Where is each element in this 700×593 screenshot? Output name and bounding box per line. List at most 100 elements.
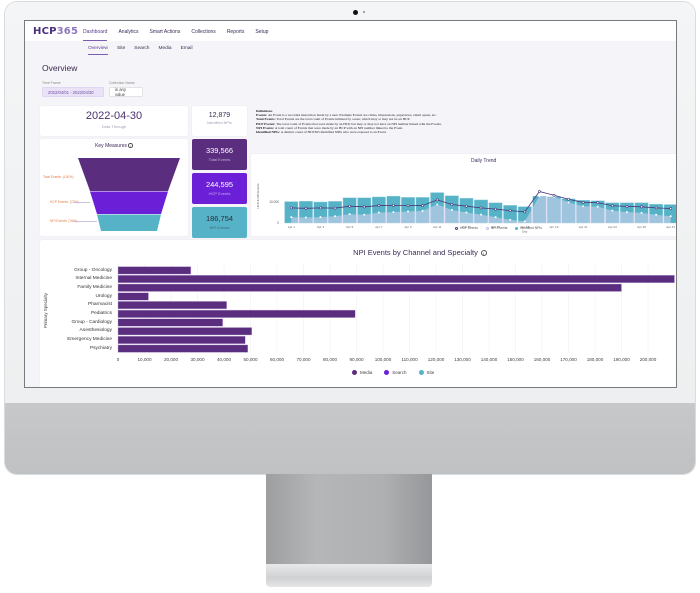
svg-text:Apr 7: Apr 7 [375, 225, 383, 229]
funnel-label-hcp: HCP Events: (72%) [50, 200, 79, 204]
funnel-connector [73, 202, 90, 203]
nav-setup[interactable]: Setup [255, 28, 269, 35]
svg-text:Apr 27: Apr 27 [666, 225, 675, 229]
bar-chart-legend: Media Search Site [352, 370, 446, 375]
nav-smart-actions[interactable]: Smart Actions [149, 28, 181, 35]
category-label: Emergency Medicine [67, 337, 112, 343]
svg-text:130,000: 130,000 [454, 357, 471, 362]
monitor-stand-base [266, 564, 432, 587]
data-through-card: 2022-04-30 Data Through [40, 106, 188, 136]
svg-text:50,000: 50,000 [243, 357, 257, 362]
svg-text:Apr 23: Apr 23 [608, 225, 617, 229]
data-through-label: Data Through [101, 124, 127, 129]
funnel-chart [78, 158, 180, 232]
hcp-events-tile[interactable]: 244,595 HCP Events [192, 173, 247, 204]
tab-email[interactable]: Email [180, 46, 193, 51]
svg-text:10,000: 10,000 [137, 357, 151, 362]
info-icon[interactable]: i [480, 250, 487, 257]
category-label: Internal Medicine [75, 276, 112, 282]
legend-media[interactable]: Media [352, 370, 372, 375]
page-title: Overview [42, 63, 78, 73]
funnel-total-events[interactable] [78, 158, 180, 191]
svg-text:Apr 15: Apr 15 [491, 225, 500, 229]
daily-trend-chart[interactable]: HCP & NPI Events 0 10,000 Apr 1 Apr 3 Apr 5 Ap… [251, 154, 677, 236]
specialty-bar-chart[interactable]: 0 10,000 20,000 30,000 40,000 50,000 60,000 70,… [40, 240, 677, 388]
nav-analytics[interactable]: Analytics [118, 28, 139, 35]
funnel-npi-events[interactable] [97, 214, 161, 232]
svg-text:Apr 1: Apr 1 [288, 225, 296, 229]
svg-text:Apr 13: Apr 13 [462, 225, 471, 229]
category-label: Pediatrics [90, 311, 112, 316]
key-measures-title: Key Measures i [95, 143, 133, 149]
daily-trend-card: Daily Trend HCP & NPI Events 0 10,000 Apr 1… [251, 154, 677, 236]
collection-name-filter[interactable]: is any value [109, 87, 143, 97]
svg-text:Day: Day [522, 230, 528, 234]
funnel-connector [73, 221, 97, 222]
identified-npis-value: 12,879 [208, 112, 231, 119]
svg-text:Apr 17: Apr 17 [520, 225, 529, 229]
nav-reports[interactable]: Reports [226, 28, 245, 35]
svg-text:Apr 25: Apr 25 [637, 225, 646, 229]
svg-text:Apr 5: Apr 5 [346, 225, 354, 229]
legend-site[interactable]: Site [418, 370, 434, 375]
daily-trend-title: Daily Trend [471, 158, 497, 164]
camera-sensor [363, 11, 365, 13]
time-frame-filter[interactable]: 2022/04/01 - 2022/04/30 [42, 87, 104, 97]
svg-text:10,000: 10,000 [269, 200, 279, 204]
svg-text:90,000: 90,000 [349, 357, 363, 362]
tab-search[interactable]: Search [134, 46, 150, 51]
time-frame-label: Time Frame [42, 81, 61, 85]
camera-icon [353, 10, 358, 15]
npi-events-tile[interactable]: 186,754 NPI Events [192, 207, 247, 238]
svg-text:100,000: 100,000 [375, 357, 392, 362]
category-label: Urology [95, 293, 112, 299]
npi-events-by-specialty-card: NPI Events by Channel and Specialty i Pri… [40, 240, 677, 388]
svg-text:HCP & NPI Events: HCP & NPI Events [256, 183, 260, 208]
svg-text:Apr 19: Apr 19 [550, 225, 559, 229]
identified-npis-card: 12,879 Identified NPIs [192, 106, 247, 136]
category-label: Anesthesiology [79, 328, 112, 334]
bar-chart-title: NPI Events by Channel and Specialty i [40, 248, 676, 257]
nav-collections[interactable]: Collections [191, 28, 216, 35]
nav-dashboard[interactable]: Dashboard [83, 28, 108, 41]
sub-nav: Overview Site Search Media Email [25, 41, 676, 55]
monitor-chin [5, 403, 695, 474]
category-labels: Group - Oncology Internal Medicine Family … [40, 240, 112, 387]
svg-text:20,000: 20,000 [164, 357, 178, 362]
funnel-hcp-events[interactable] [90, 191, 168, 215]
svg-text:190,000: 190,000 [613, 357, 630, 362]
svg-text:Apr 11: Apr 11 [433, 225, 442, 229]
total-events-tile[interactable]: 339,566 Total Events [192, 139, 247, 170]
svg-text:0: 0 [117, 357, 120, 362]
category-label: Pharmacist [88, 302, 112, 308]
svg-text:Apr 3: Apr 3 [317, 225, 325, 229]
legend-hcp-events[interactable]: HCP Events [455, 226, 478, 230]
collection-name-label: Collection Name [109, 81, 135, 85]
category-label: Group - Cardiology [71, 319, 112, 325]
svg-text:30,000: 30,000 [190, 357, 204, 362]
svg-text:80,000: 80,000 [323, 357, 337, 362]
tab-overview[interactable]: Overview [88, 46, 108, 55]
legend-search[interactable]: Search [384, 370, 407, 375]
svg-text:120,000: 120,000 [428, 357, 445, 362]
legend-npi-events[interactable]: NPI Events [485, 226, 507, 230]
svg-text:Apr 9: Apr 9 [404, 225, 412, 229]
info-icon[interactable]: i [128, 143, 133, 149]
category-label: Psychiatry [89, 345, 112, 351]
svg-text:40,000: 40,000 [217, 357, 231, 362]
key-measures-card: Key Measures i Total Events: (100%) HCP … [40, 139, 188, 236]
daily-trend-legend: HCP Events NPI Events Identified NPIs [455, 226, 550, 230]
legend-identified-npis[interactable]: Identified NPIs [515, 226, 542, 230]
app-logo[interactable]: HCP365 [33, 25, 79, 37]
svg-text:70,000: 70,000 [296, 357, 310, 362]
svg-text:160,000: 160,000 [534, 357, 551, 362]
svg-text:60,000: 60,000 [270, 357, 284, 362]
svg-text:140,000: 140,000 [481, 357, 498, 362]
tab-media[interactable]: Media [158, 46, 172, 51]
category-label: Group - Oncology [74, 267, 112, 273]
svg-text:150,000: 150,000 [507, 357, 524, 362]
tab-site[interactable]: Site [117, 46, 126, 51]
funnel-label-npi: NPI Events: (76%) [50, 219, 78, 223]
svg-text:0: 0 [277, 221, 279, 225]
